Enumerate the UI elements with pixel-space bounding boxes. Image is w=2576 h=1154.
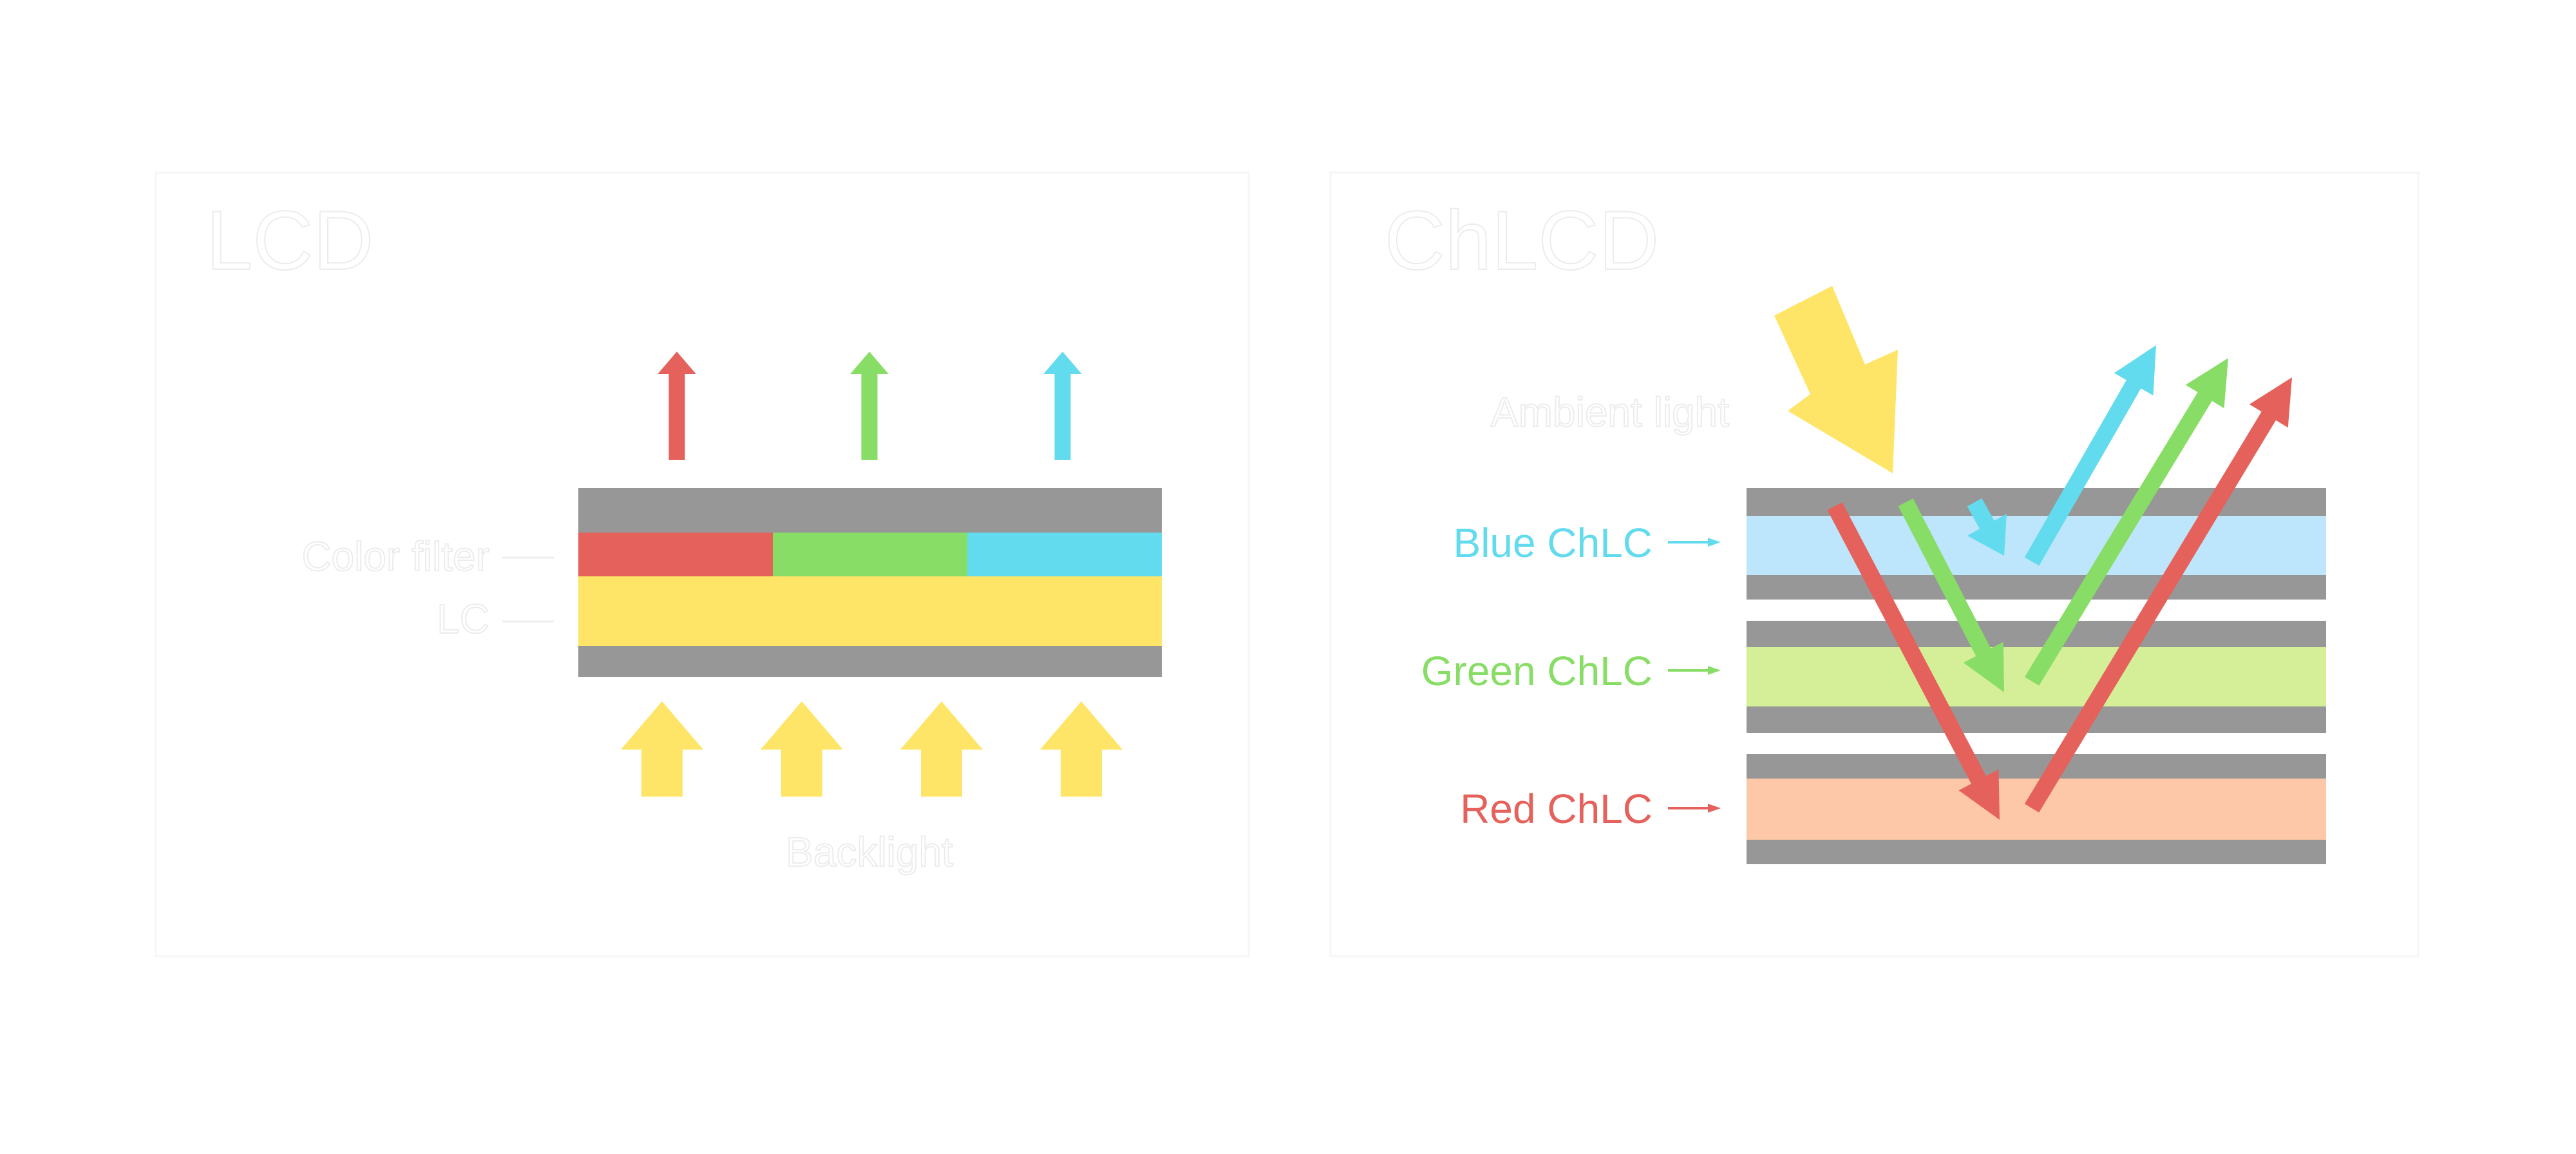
color-filter-green bbox=[773, 533, 967, 576]
blue-chlc-pointer-arrow bbox=[1668, 538, 1721, 547]
color-filter-cyan bbox=[967, 533, 1162, 576]
lcd-stack bbox=[578, 488, 1162, 677]
backlight-arrow bbox=[761, 701, 843, 797]
green-chlc-label: Green ChLC bbox=[1421, 648, 1653, 694]
ambient-light-arrow bbox=[1774, 286, 1898, 473]
chlcd-title: ChLCD bbox=[1385, 193, 1659, 287]
blue-chlc-label: Blue ChLC bbox=[1454, 520, 1653, 566]
blue-incident-arrow bbox=[1967, 498, 2007, 556]
color-filter-label: Color filter bbox=[301, 533, 489, 580]
lcd-top-glass bbox=[578, 488, 1162, 533]
red-reflected-arrow bbox=[2024, 377, 2292, 813]
green-chlc-pointer-arrow bbox=[1668, 666, 1721, 675]
ambient-light-label: Ambient light bbox=[1491, 389, 1729, 435]
lc-label: LC bbox=[437, 596, 489, 642]
red-bottom-glass bbox=[1747, 840, 2326, 864]
green-reflected-arrow bbox=[2024, 358, 2228, 686]
green-incident-arrow bbox=[1898, 498, 2004, 692]
backlight-arrow bbox=[900, 701, 983, 797]
backlight-arrow bbox=[621, 701, 703, 797]
green-light-up-arrow bbox=[850, 352, 889, 460]
backlight-arrow bbox=[1040, 701, 1122, 797]
cyan-light-up-arrow bbox=[1043, 352, 1082, 460]
blue-bottom-glass bbox=[1747, 575, 2326, 600]
red-top-glass bbox=[1747, 754, 2326, 779]
red-chlc-label: Red ChLC bbox=[1460, 786, 1653, 832]
lcd-bottom-glass bbox=[578, 646, 1162, 677]
blue-reflected-arrow bbox=[2024, 345, 2156, 566]
green-top-glass bbox=[1747, 621, 2326, 647]
red-chlc-pointer-arrow bbox=[1668, 804, 1721, 813]
lc-layer bbox=[578, 576, 1162, 646]
red-incident-arrow bbox=[1827, 502, 2000, 820]
lcd-title: LCD bbox=[206, 193, 374, 287]
red-light-up-arrow bbox=[658, 352, 696, 460]
color-filter-red bbox=[578, 533, 773, 576]
backlight-label: Backlight bbox=[786, 829, 953, 875]
green-bottom-glass bbox=[1747, 706, 2326, 733]
